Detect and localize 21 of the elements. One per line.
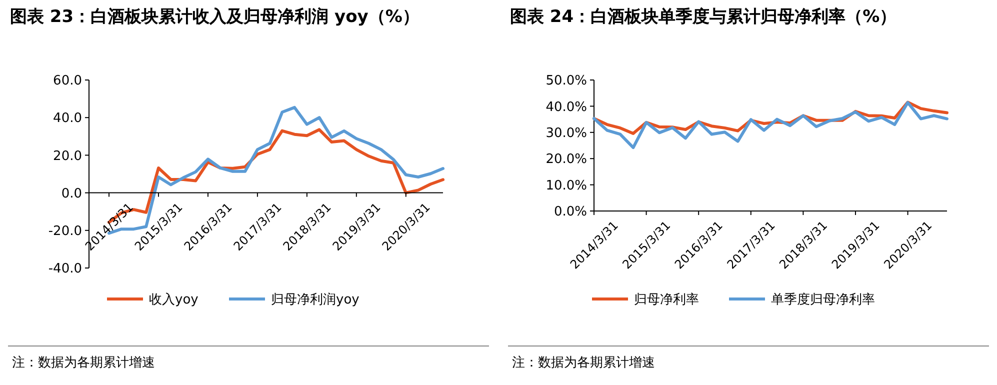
y-tick-label: 0.0% bbox=[554, 204, 587, 220]
y-tick-label: 30.0% bbox=[546, 126, 587, 141]
chart-title: 图表 24：白酒板块单季度与累计归母净利率（%） bbox=[510, 7, 897, 27]
y-tick-label: 20.0 bbox=[53, 148, 82, 164]
y-tick-label: 10.0% bbox=[546, 178, 587, 194]
y-tick-label: 40.0% bbox=[546, 100, 587, 115]
y-tick-label: -40.0 bbox=[48, 262, 82, 277]
text: 注：数据为各期累计增速 bbox=[512, 356, 655, 371]
text: 注：数据为各期累计增速 bbox=[12, 356, 155, 371]
chart-title: 图表 23：白酒板块累计收入及归母净利润 yoy（%） bbox=[10, 7, 420, 27]
legend-label: 单季度归母净利率 bbox=[771, 292, 875, 308]
legend-label: 归母净利润yoy bbox=[271, 292, 360, 308]
y-tick-label: -20.0 bbox=[48, 224, 82, 239]
y-tick-label: 20.0% bbox=[546, 152, 587, 168]
y-tick-label: 50.0% bbox=[546, 74, 587, 89]
y-tick-label: 0.0 bbox=[61, 186, 82, 202]
line-series bbox=[592, 101, 948, 150]
legend-label: 归母净利率 bbox=[634, 292, 699, 308]
y-tick-label: 60.0 bbox=[53, 74, 82, 89]
y-tick-label: 40.0 bbox=[53, 111, 82, 126]
legend-label: 收入yoy bbox=[149, 292, 199, 308]
